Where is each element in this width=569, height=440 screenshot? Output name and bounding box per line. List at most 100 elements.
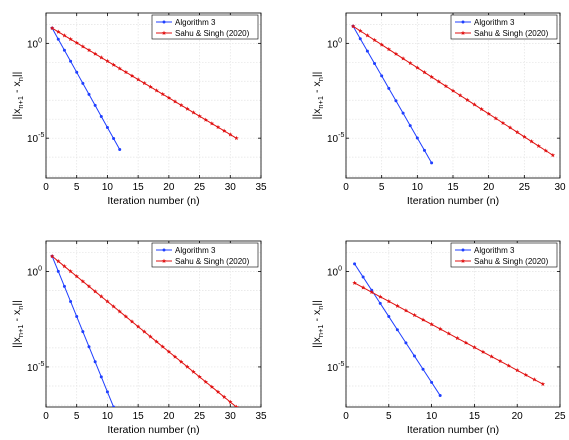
series-marker <box>437 326 443 331</box>
y-tick-label: 100 <box>327 37 342 50</box>
legend: Algorithm 3 Sahu & Singh (2020) <box>151 14 259 40</box>
series-marker <box>422 148 426 152</box>
series-marker <box>105 390 109 394</box>
legend-box <box>450 14 558 40</box>
series-marker <box>93 103 97 107</box>
series-marker <box>68 36 73 42</box>
series-marker <box>369 289 374 295</box>
series-line <box>352 26 433 164</box>
series-marker <box>92 51 98 56</box>
x-tick-label: 10 <box>102 411 114 422</box>
series-marker <box>352 280 357 285</box>
series-marker <box>393 51 399 56</box>
axes-frame <box>45 240 262 408</box>
y-axis-label: ||xn+1 - xn|| <box>311 72 325 120</box>
series-marker <box>56 29 61 34</box>
legend-marker <box>461 20 465 24</box>
series-marker <box>514 367 520 373</box>
plot-area <box>346 241 560 407</box>
series-marker <box>472 344 477 350</box>
series-marker <box>455 335 460 341</box>
series-marker <box>497 358 503 364</box>
series-marker <box>118 148 122 152</box>
series-marker <box>172 354 178 359</box>
x-tick-label: 5 <box>74 411 80 422</box>
series-marker <box>75 70 79 74</box>
series-marker <box>386 298 392 304</box>
series-marker <box>178 102 184 108</box>
x-axis-label: Iteration number (n) <box>407 424 499 436</box>
series-marker <box>49 253 55 259</box>
series-marker <box>228 132 233 137</box>
series-marker <box>361 275 365 279</box>
series-marker <box>160 91 165 97</box>
series-marker <box>87 345 91 349</box>
series-marker <box>142 80 147 86</box>
x-tick-label: 25 <box>519 182 531 193</box>
series-marker <box>123 314 129 319</box>
series-marker <box>154 339 159 344</box>
legend-marker <box>161 30 167 35</box>
series-marker <box>394 99 398 103</box>
x-tick-label: 20 <box>163 182 175 193</box>
series-marker <box>387 315 391 319</box>
series-marker <box>430 380 434 384</box>
x-tick-label: 10 <box>412 182 424 193</box>
series-marker <box>148 334 153 339</box>
x-tick-label: 15 <box>469 411 481 422</box>
legend-label: Algorithm 3 <box>474 246 515 255</box>
x-tick-label: 25 <box>194 182 206 193</box>
series-marker <box>550 152 556 158</box>
series-marker <box>400 56 406 61</box>
series-marker <box>197 113 202 119</box>
series-marker <box>457 92 463 98</box>
series-marker <box>443 83 449 89</box>
series-marker <box>215 124 221 130</box>
series-marker <box>209 384 215 389</box>
legend-label: Algorithm 3 <box>175 246 216 255</box>
legend-marker <box>161 258 167 263</box>
series-marker <box>365 49 369 53</box>
series-marker <box>203 379 208 384</box>
series-sahu-singh <box>49 253 239 407</box>
legend-box <box>450 242 558 268</box>
series-marker <box>166 349 172 354</box>
series-marker <box>479 106 484 112</box>
series-marker <box>69 59 73 63</box>
series-marker <box>536 143 541 148</box>
series-marker <box>197 374 202 379</box>
x-axis-label: Iteration number (n) <box>407 195 499 207</box>
x-tick-label: 5 <box>386 411 392 422</box>
series-marker <box>99 114 103 118</box>
series-marker <box>353 262 357 266</box>
legend-label: Sahu & Singh (2020) <box>175 29 250 38</box>
series-marker <box>395 303 400 308</box>
x-tick-label: 0 <box>43 411 49 422</box>
series-marker <box>56 269 60 273</box>
series-marker <box>401 111 405 115</box>
y-axis-label: ||xn+1 - xn|| <box>11 72 25 120</box>
series-marker <box>185 364 190 369</box>
series-marker <box>123 69 129 75</box>
axes-frame <box>345 240 561 408</box>
legend-label: Sahu & Singh (2020) <box>175 257 250 266</box>
y-tick-label: 10-5 <box>327 132 344 145</box>
legend-label: Sahu & Singh (2020) <box>474 29 549 38</box>
series-marker <box>49 25 55 31</box>
x-tick-label: 15 <box>447 182 459 193</box>
series-marker <box>403 308 409 313</box>
axes-frame <box>45 12 262 179</box>
series-marker <box>480 349 486 354</box>
series-marker <box>81 81 85 85</box>
series-marker <box>373 62 377 66</box>
series-marker <box>135 324 141 329</box>
series-marker <box>514 129 520 135</box>
y-axis-label: ||xn+1 - xn|| <box>11 300 25 348</box>
x-tick-label: 30 <box>554 182 566 193</box>
series-algorithm-3 <box>353 262 442 398</box>
series-marker <box>350 23 356 29</box>
series-sahu-singh <box>49 25 239 141</box>
y-axis-label: ||xn+1 - xn|| <box>311 300 325 348</box>
series-marker <box>429 321 434 327</box>
